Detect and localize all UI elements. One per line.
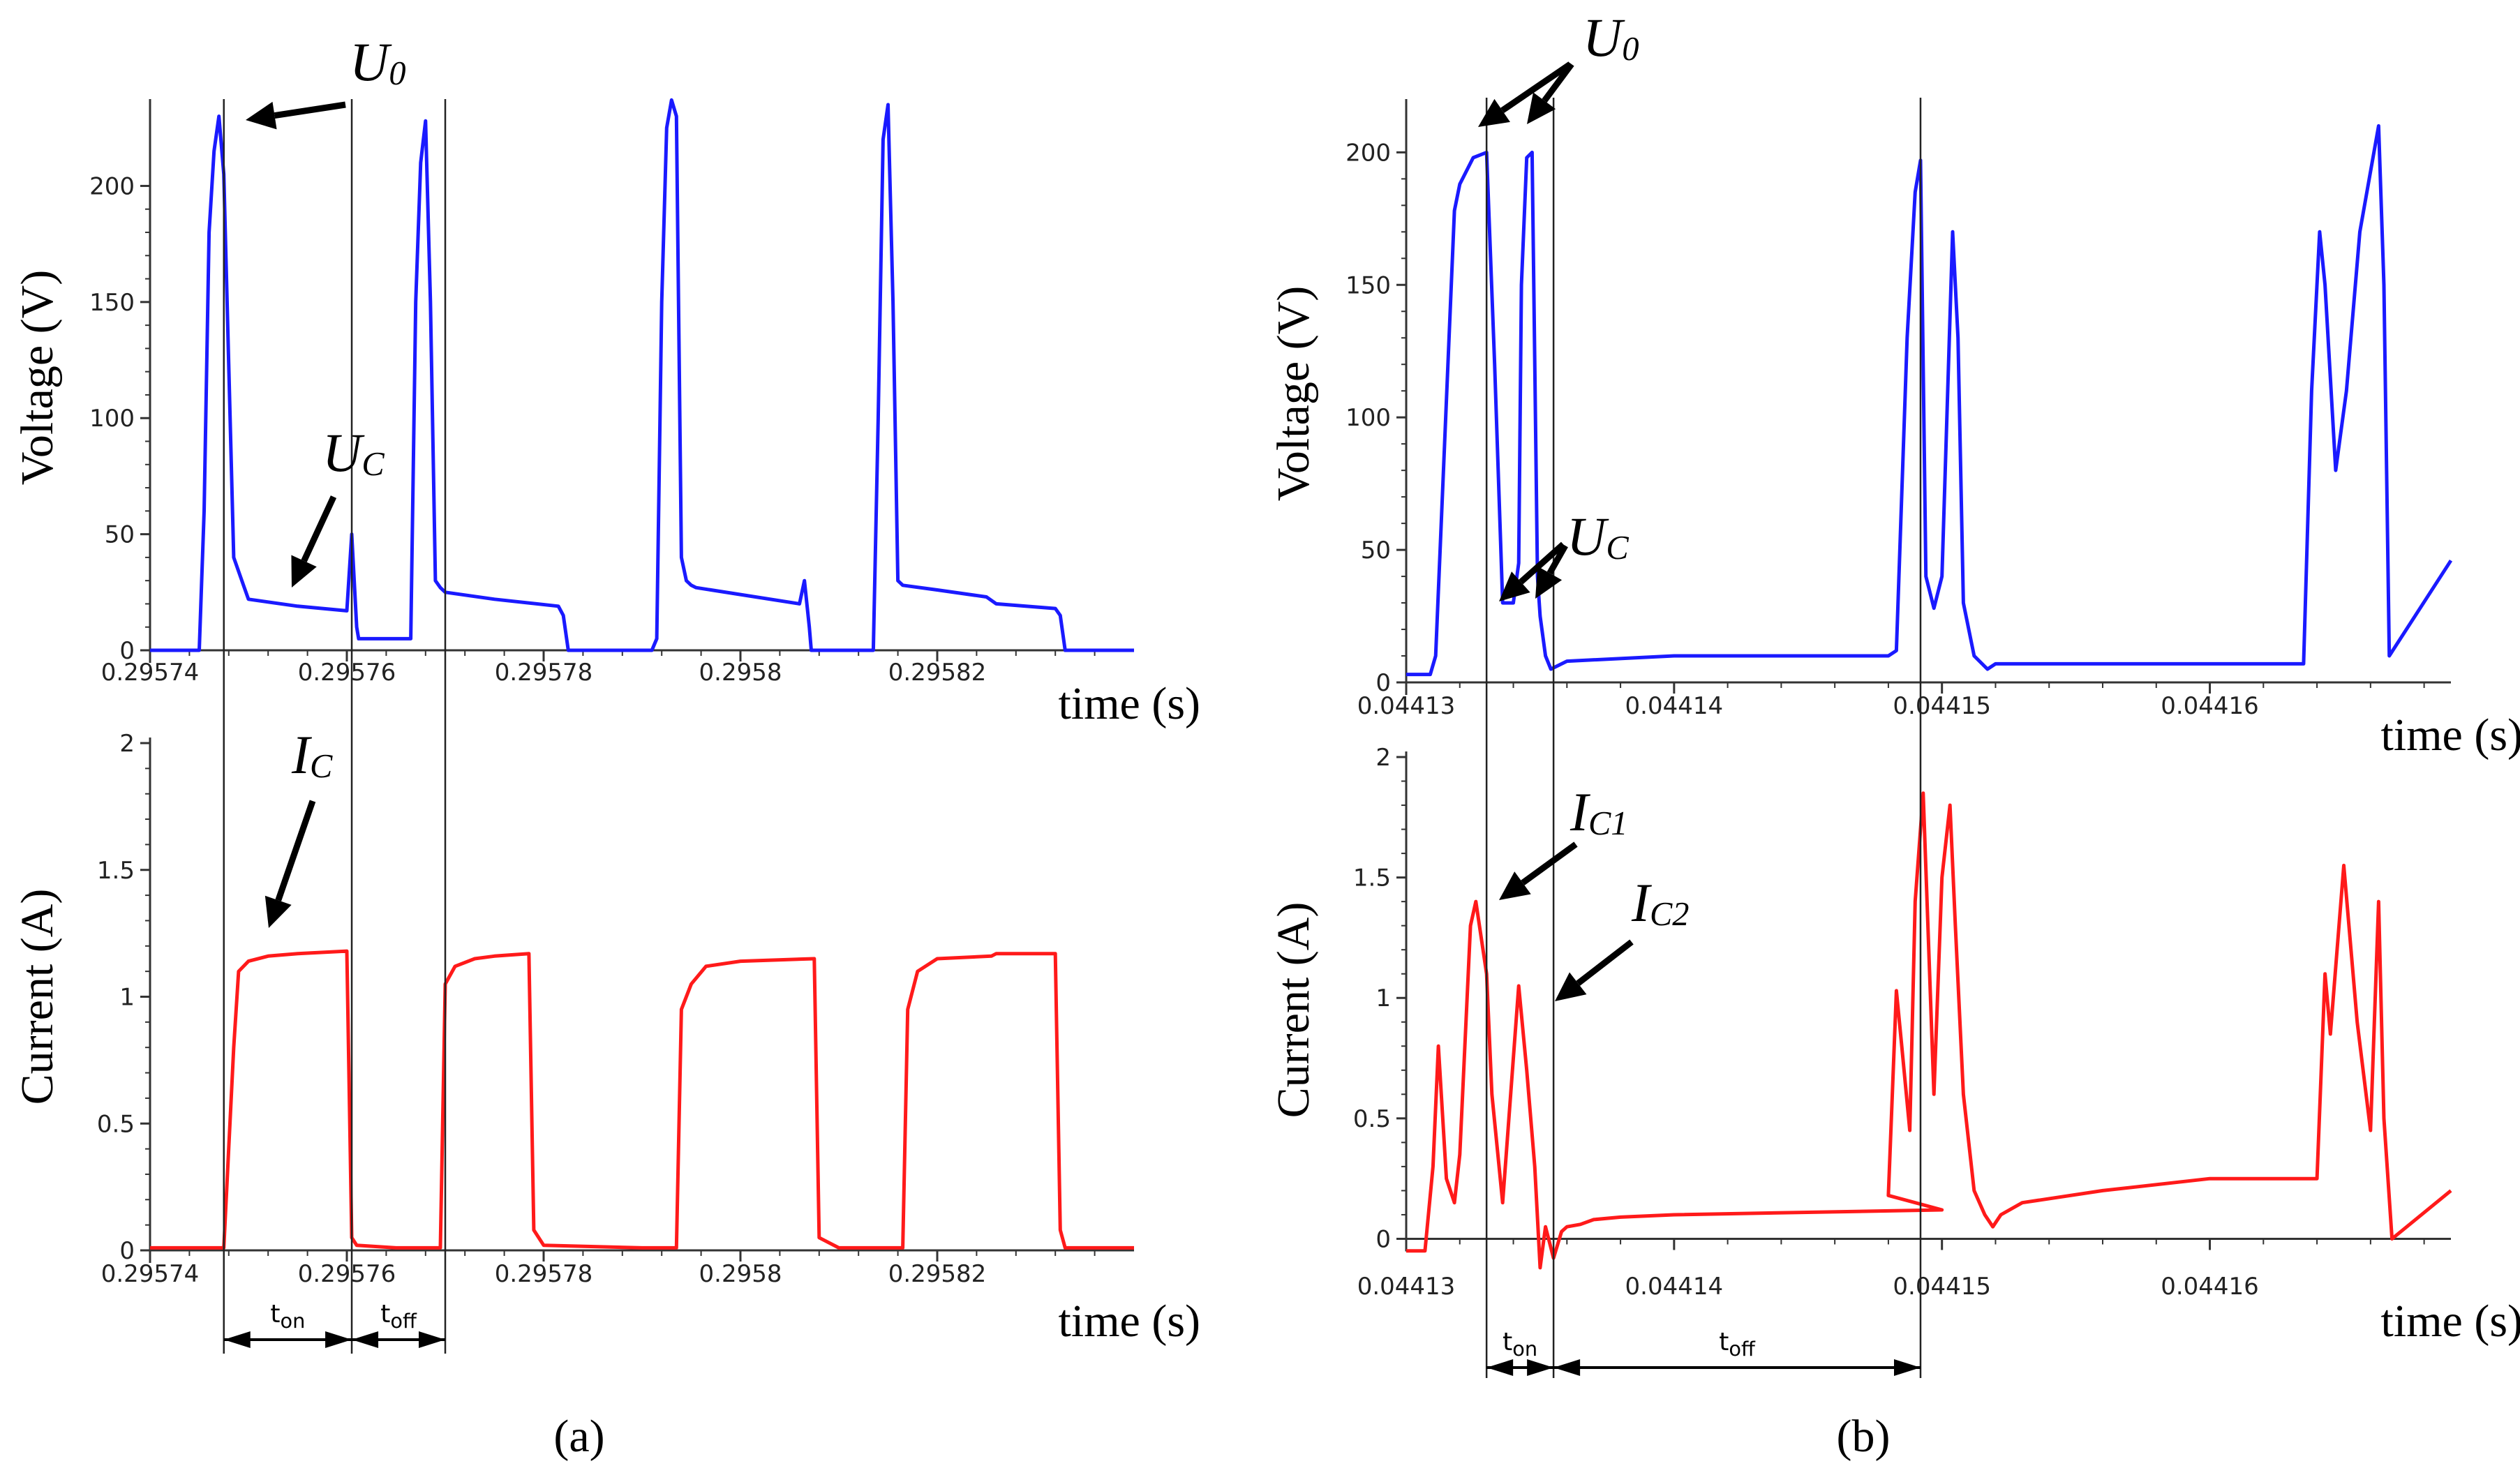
panel-a-current-ytick-label: 0 [119,1237,135,1265]
panel-a-interval-off-label: toff [380,1300,417,1333]
panel-a-annotation-U0-arrow-head [246,101,277,130]
panel-a-current-ytick-label: 1 [119,984,135,1012]
panel-b-annotation-IC1-arrow-head [1499,871,1531,900]
panel-b-voltage-ytick-label: 200 [1345,139,1391,167]
panel-b-annotation-IC1: IC1 [1570,781,1627,842]
panel-a-current-xtick-label: 0.29576 [298,1260,396,1288]
panel-b-annotation-U0-arrow2-head [1527,92,1556,124]
panel-b-annotation-UC: UC [1567,506,1629,567]
panel-b-annotation-UC-arrow-shaft [1519,541,1565,585]
panel-a-annotation-UC: UC [322,422,385,483]
panel-b-current-ytick-label: 0 [1375,1225,1391,1253]
panel-a-current-xtick-label: 0.29574 [101,1260,200,1288]
panel-a-voltage-ytick-label: 0 [119,637,135,665]
panel-a-voltage-xtick-label: 0.2958 [699,659,782,687]
panel-b-voltage-ytick-label: 100 [1345,404,1391,432]
panel-a-annotation-IC-arrow-head [264,895,292,928]
panel-a-annotation-IC: IC [291,724,333,785]
panel-a-interval-on-label: ton [270,1300,305,1333]
panel-a-voltage-series-line [150,98,1134,652]
panel-b-current-xtick-label: 0.04416 [2161,1273,2259,1301]
panel-b-annotation-U0-arrow2-shaft [1542,62,1574,103]
panel-a-current-xtick-label: 0.29578 [495,1260,593,1288]
panel-a-current-ytick-label: 0.5 [97,1110,135,1138]
panel-b-interval-on-label: ton [1503,1328,1537,1361]
panel-b-voltage-xlabel: time (s) [2381,710,2520,761]
panel-b-annotation-IC1-arrow-shaft [1521,841,1578,885]
panel-b-current-ytick-label: 2 [1375,744,1391,772]
panel-b-current-xtick-label: 0.04413 [1357,1273,1456,1301]
panel-b-voltage-ytick-label: 150 [1345,271,1391,299]
panel-a-annotation-UC-arrow-head [291,555,317,587]
panel-a-current-xlabel: time (s) [1059,1296,1200,1347]
panel-b-annotation-IC2-arrow-shaft [1576,939,1634,986]
panel-a-voltage-ytick-label: 50 [105,521,135,549]
panel-a-label: (a) [553,1411,604,1462]
panel-a-interval-on-right-arrow-head [325,1331,352,1348]
panel-a-current-ytick-label: 2 [119,730,135,758]
panel-b-voltage-series-line [1406,123,2453,677]
panel-b-voltage-ylabel: Voltage (V) [1268,286,1319,502]
panel-a-voltage-xtick-label: 0.29574 [101,659,200,687]
panel-b-label: (b) [1837,1411,1891,1462]
panel-b-interval-off-right-arrow-head [1893,1359,1921,1376]
panel-a-voltage-ylabel: Voltage (V) [12,270,63,486]
panel-b-voltage-ytick-label: 50 [1361,537,1391,564]
panel-b-annotation-IC2: IC2 [1631,872,1689,933]
panel-a-interval-off-right-arrow-head [419,1331,445,1348]
panel-b-voltage-ytick-label: 0 [1375,669,1391,697]
panel-b-annotation-UC-arrow2-head [1535,566,1563,599]
panel-a-voltage-xtick-label: 0.29576 [298,659,396,687]
panel-a-voltage-xtick-label: 0.29578 [495,659,593,687]
panel-b-current-xtick-label: 0.04415 [1893,1273,1991,1301]
panel-a-voltage-ytick-label: 150 [89,289,135,317]
panel-a-voltage-ytick-label: 100 [89,405,135,433]
panel-b-current-ylabel: Current (A) [1268,902,1319,1118]
panel-a-annotation-U0-arrow-shaft [274,101,346,119]
panel-b-current-ytick-label: 1.5 [1353,864,1391,892]
panel-a-current-xtick-label: 0.2958 [699,1260,782,1288]
panel-b-annotation-U0-arrow-head [1478,98,1510,127]
panel-b-current-series-line [1406,791,2452,1270]
panel-a-current-xtick-label: 0.29582 [888,1260,987,1288]
panel-b-annotation-IC2-arrow-head [1555,972,1587,1001]
panel-b-voltage-xtick-label: 0.04414 [1625,692,1724,720]
panel-b-annotation-UC-arrow2-shaft [1546,544,1568,575]
panel-b-annotation-U0-arrow-shaft [1500,61,1572,114]
panel-b-annotation-U0: U0 [1583,7,1639,68]
panel-a-voltage-xtick-label: 0.29582 [888,659,987,687]
panel-b-current-xlabel: time (s) [2381,1296,2520,1347]
panel-b-interval-on-right-arrow-head [1527,1359,1554,1376]
panel-b-current-ytick-label: 1 [1375,985,1391,1012]
panel-b-current-ytick-label: 0.5 [1353,1105,1391,1133]
panel-a-current-ytick-label: 1.5 [97,857,135,885]
panel-a-annotation-U0: U0 [350,31,406,92]
panel-b-voltage-xtick-label: 0.04413 [1357,692,1456,720]
panel-b-voltage-xtick-label: 0.04416 [2161,692,2259,720]
panel-a-voltage-ytick-label: 200 [89,172,135,200]
panel-a-voltage-xlabel: time (s) [1059,678,1200,729]
panel-b-voltage-xtick-label: 0.04415 [1893,692,1991,720]
panel-b-current-xtick-label: 0.04414 [1625,1273,1724,1301]
panel-a-annotation-UC-arrow-shaft [301,495,337,562]
panel-a-current-series-line [150,949,1134,1250]
panel-a-annotation-IC-arrow-shaft [275,800,316,901]
panel-b-interval-off-label: toff [1719,1328,1756,1361]
panel-a-current-ylabel: Current (A) [12,889,63,1105]
panel-b-annotation-UC-arrow-head [1499,571,1530,601]
